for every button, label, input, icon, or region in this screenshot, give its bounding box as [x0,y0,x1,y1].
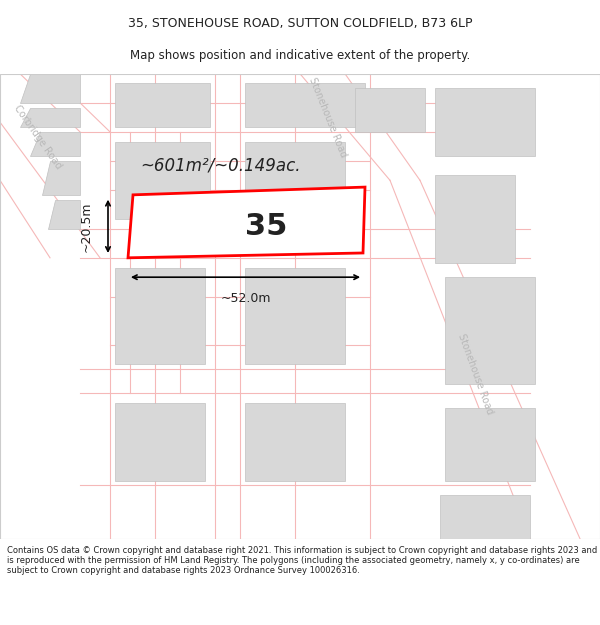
Bar [115,83,210,127]
Polygon shape [48,200,80,229]
Polygon shape [370,180,580,539]
Text: ~601m²/~0.149ac.: ~601m²/~0.149ac. [140,157,300,175]
Text: Corbridge Road: Corbridge Road [12,103,64,171]
Bar [245,141,345,219]
Bar [435,176,515,262]
Text: 35: 35 [245,212,287,241]
Polygon shape [215,74,240,539]
Polygon shape [80,102,530,132]
Bar [245,268,345,364]
Bar [445,408,535,481]
Text: Stonehouse Road: Stonehouse Road [307,76,349,159]
Polygon shape [128,187,365,258]
Bar [245,403,345,481]
Bar [355,88,425,132]
Polygon shape [0,74,100,258]
Polygon shape [80,369,450,394]
Text: Contains OS data © Crown copyright and database right 2021. This information is : Contains OS data © Crown copyright and d… [7,546,598,576]
Polygon shape [0,180,70,258]
Bar [115,141,210,219]
Polygon shape [80,229,420,258]
Bar [445,278,535,384]
Polygon shape [20,107,80,127]
Polygon shape [30,132,80,156]
Polygon shape [300,74,390,180]
Bar [115,268,205,364]
Polygon shape [80,74,370,539]
Polygon shape [80,486,530,510]
Bar [440,495,530,539]
Text: Stonehouse Road: Stonehouse Road [456,332,494,416]
Text: Map shows position and indicative extent of the property.: Map shows position and indicative extent… [130,49,470,62]
Text: 35, STONEHOUSE ROAD, SUTTON COLDFIELD, B73 6LP: 35, STONEHOUSE ROAD, SUTTON COLDFIELD, B… [128,17,472,30]
Bar [245,83,365,127]
Polygon shape [80,74,110,539]
Polygon shape [300,74,420,180]
Polygon shape [20,74,80,102]
Polygon shape [42,161,80,195]
Bar [115,403,205,481]
Text: ~52.0m: ~52.0m [220,292,271,305]
Text: ~20.5m: ~20.5m [79,201,92,252]
Bar [435,88,535,156]
